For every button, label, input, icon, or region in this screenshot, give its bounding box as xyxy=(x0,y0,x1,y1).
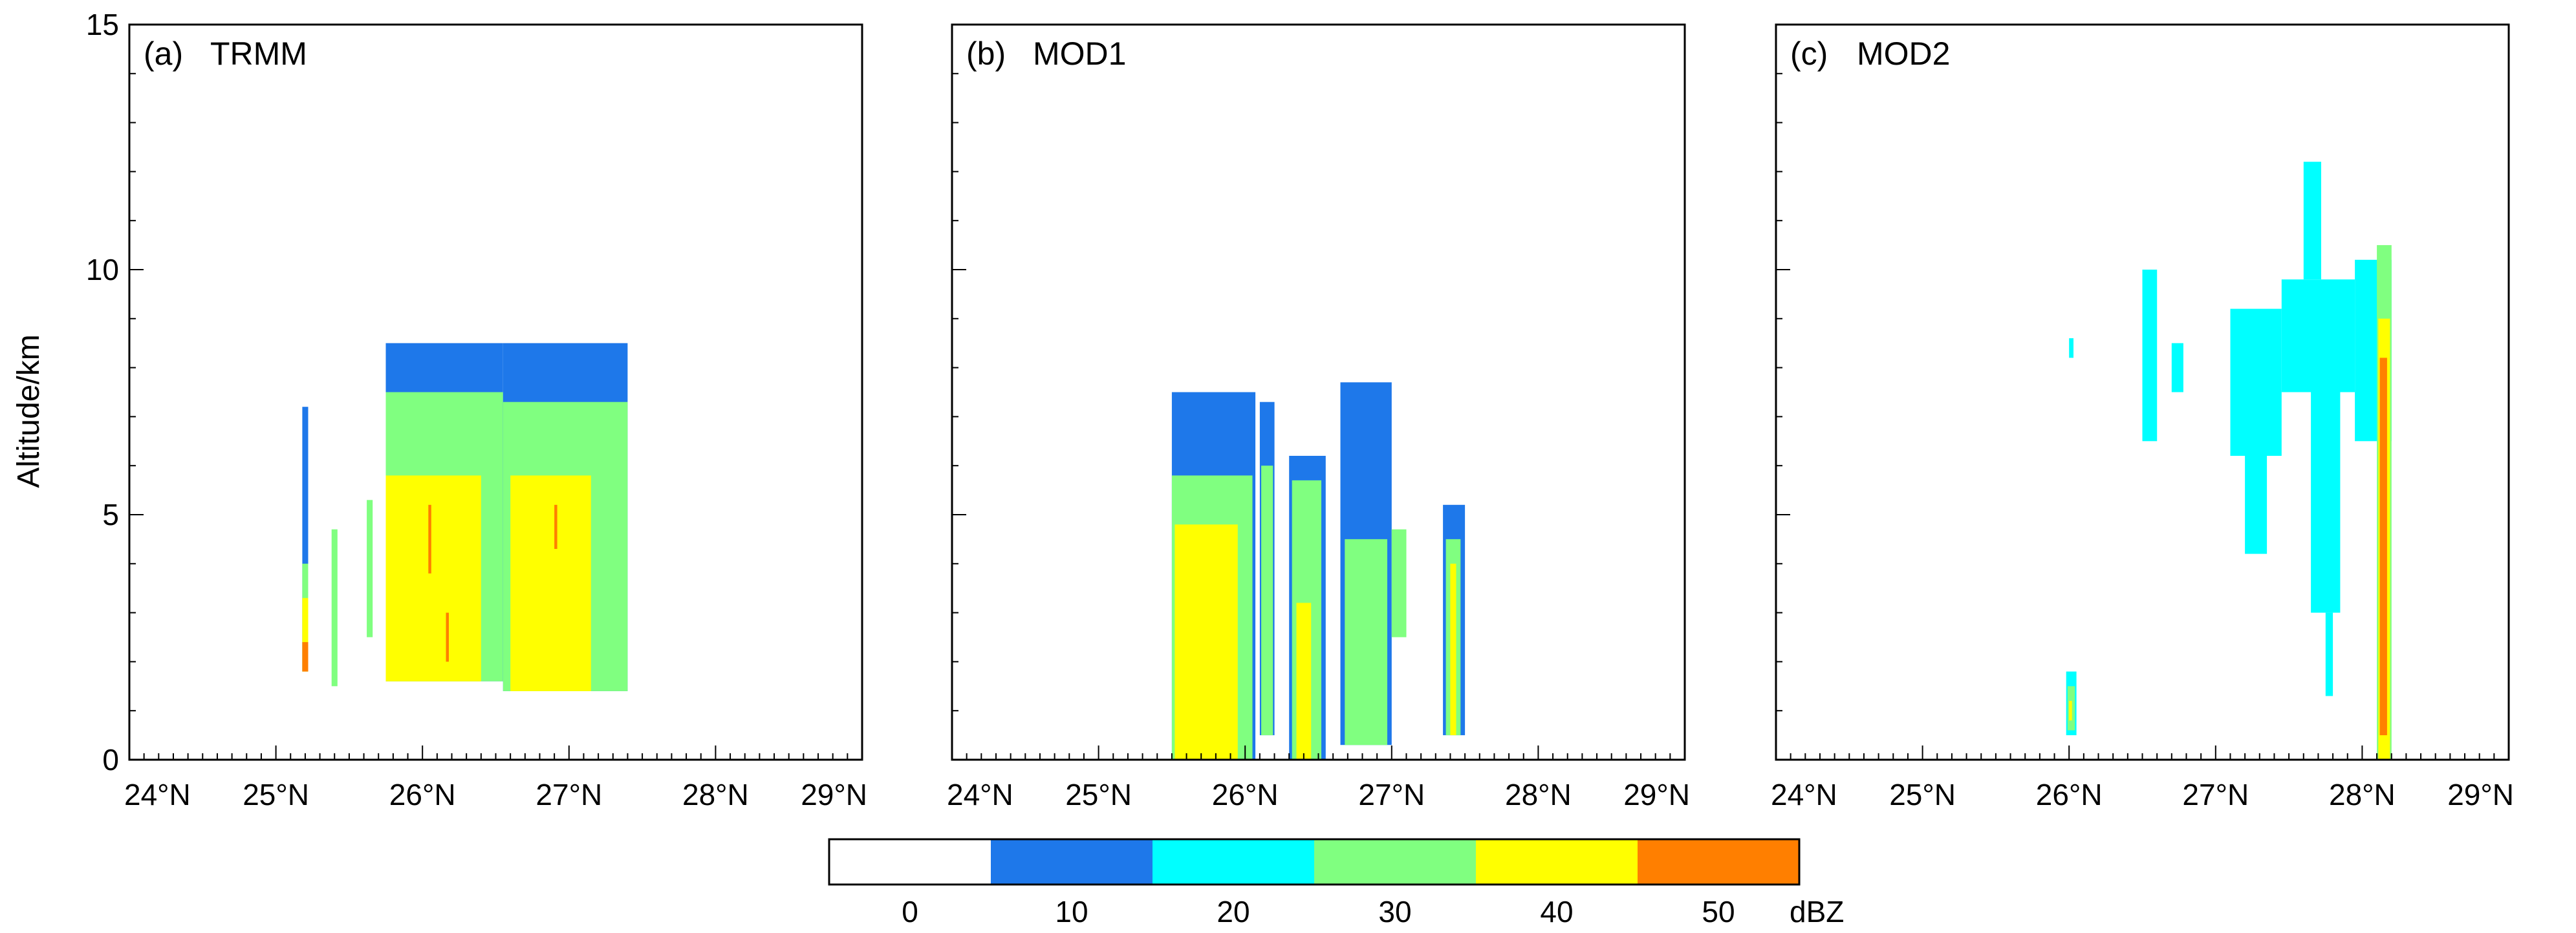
x-tick-label: 28°N xyxy=(1505,778,1572,811)
reflectivity-cells xyxy=(1171,382,1466,760)
panel-title: MOD2 xyxy=(1857,36,1950,72)
panel-label: (b) xyxy=(966,36,1006,72)
reflectivity-cell-20dbz xyxy=(2281,279,2355,392)
colorbar-tick-label: 0 xyxy=(902,895,918,928)
x-tick-label: 29°N xyxy=(2447,778,2514,811)
reflectivity-cell-40dbz xyxy=(1296,603,1312,760)
reflectivity-cell-50dbz xyxy=(554,504,557,549)
reflectivity-cell-10dbz xyxy=(302,407,308,672)
reflectivity-cell-20dbz xyxy=(2171,343,2183,392)
x-tick-label: 26°N xyxy=(389,778,456,811)
x-tick-label: 27°N xyxy=(1358,778,1425,811)
colorbar-swatch-50 xyxy=(1638,839,1799,885)
y-tick-label: 5 xyxy=(102,498,119,531)
y-tick-label: 0 xyxy=(102,743,119,777)
panel-trmm: 24°N 25°N 26°N 27°N 28°N 29°N 0 5 10 15 (a) TRMM xyxy=(86,8,867,811)
colorbar-swatch-30 xyxy=(1314,839,1476,885)
colorbar-tick-label: 20 xyxy=(1217,895,1250,928)
panel-label: (a) xyxy=(144,36,183,72)
y-axis-label: Altitude/km xyxy=(12,334,46,488)
x-tick-label: 24°N xyxy=(124,778,191,811)
y-tick-label: 10 xyxy=(86,253,119,286)
reflectivity-cells xyxy=(302,343,628,691)
reflectivity-cell-40dbz xyxy=(302,597,308,672)
x-tick-label: 27°N xyxy=(536,778,602,811)
reflectivity-cell-30dbz xyxy=(367,500,373,638)
reflectivity-cell-20dbz xyxy=(2325,612,2333,696)
reflectivity-cell-30dbz xyxy=(1391,529,1407,638)
reflectivity-cell-40dbz xyxy=(1174,524,1238,760)
colorbar-tick-label: 50 xyxy=(1702,895,1735,928)
x-tick-label: 24°N xyxy=(1771,778,1837,811)
reflectivity-cell-30dbz xyxy=(331,529,338,687)
panel-title: MOD1 xyxy=(1033,36,1126,72)
colorbar-unit-label: dBZ xyxy=(1790,895,1844,928)
colorbar-tick-label: 40 xyxy=(1540,895,1573,928)
x-tick-label: 26°N xyxy=(1212,778,1279,811)
panel-title: TRMM xyxy=(210,36,307,72)
colorbar-swatch-20 xyxy=(1153,839,1314,885)
x-tick-label: 27°N xyxy=(2182,778,2249,811)
reflectivity-cell-50dbz xyxy=(302,642,308,672)
x-tick-label: 25°N xyxy=(1889,778,1956,811)
colorbar-tick-label: 10 xyxy=(1055,895,1088,928)
x-tick-label: 29°N xyxy=(1623,778,1690,811)
colorbar-swatch-10 xyxy=(991,839,1153,885)
colorbar-swatch-0 xyxy=(829,839,991,885)
reflectivity-cell-20dbz xyxy=(2311,392,2341,613)
panel-mod1: 24°N 25°N 26°N 27°N 28°N 29°N (b) MOD1 xyxy=(947,23,1690,811)
reflectivity-cell-20dbz xyxy=(2303,162,2321,280)
panel-mod2: 24°N 25°N 26°N 27°N 28°N 29°N (c) MOD2 xyxy=(1771,23,2514,811)
reflectivity-cells xyxy=(2066,162,2392,760)
colorbar-frame xyxy=(828,838,1801,886)
x-tick-label: 29°N xyxy=(801,778,867,811)
x-tick-label: 28°N xyxy=(2329,778,2396,811)
reflectivity-cell-20dbz xyxy=(2142,270,2158,442)
reflectivity-cell-50dbz xyxy=(2379,358,2387,736)
reflectivity-cell-40dbz xyxy=(510,475,591,691)
x-tick-label: 25°N xyxy=(1065,778,1132,811)
reflectivity-cell-30dbz xyxy=(1345,539,1387,745)
reflectivity-cell-20dbz xyxy=(2069,338,2073,358)
reflectivity-cell-50dbz xyxy=(428,504,431,574)
x-tick-label: 28°N xyxy=(682,778,749,811)
colorbar-swatch-40 xyxy=(1476,839,1638,885)
colorbar-tick-label: 30 xyxy=(1378,895,1411,928)
panel-label: (c) xyxy=(1790,36,1828,72)
reflectivity-cell-40dbz xyxy=(2069,701,2072,721)
x-tick-label: 24°N xyxy=(947,778,1013,811)
y-tick-label: 15 xyxy=(86,8,119,41)
x-tick-label: 25°N xyxy=(243,778,309,811)
reflectivity-cell-20dbz xyxy=(2245,456,2268,554)
reflectivity-cell-30dbz xyxy=(1261,466,1273,736)
reflectivity-cell-20dbz xyxy=(2230,308,2282,456)
x-tick-label: 26°N xyxy=(2036,778,2103,811)
reflectivity-cell-40dbz xyxy=(1450,563,1456,736)
reflectivity-cell-50dbz xyxy=(446,612,449,662)
reflectivity-cell-40dbz xyxy=(385,475,481,681)
